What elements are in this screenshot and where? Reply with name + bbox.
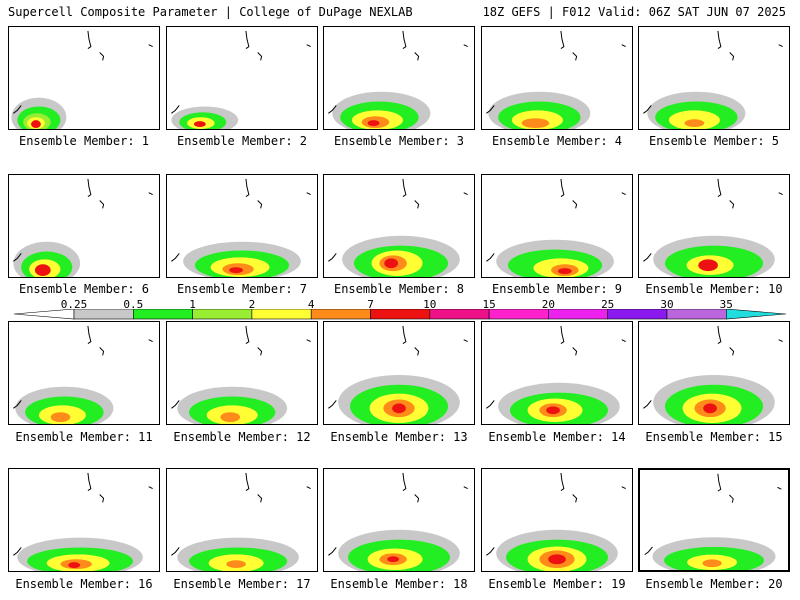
scp-map: [13, 178, 153, 277]
ensemble-member-label: Ensemble Member: 16: [15, 577, 153, 591]
ensemble-panel-7[interactable]: [166, 174, 318, 278]
ensemble-panel-2[interactable]: [166, 26, 318, 130]
ensemble-panel-17[interactable]: [166, 468, 318, 572]
scp-map: [13, 325, 153, 424]
ensemble-member-label: Ensemble Member: 10: [645, 282, 783, 296]
ensemble-member-label: Ensemble Member: 5: [648, 134, 780, 148]
ensemble-member-label: Ensemble Member: 17: [173, 577, 311, 591]
ensemble-panel-19[interactable]: [481, 468, 633, 572]
ensemble-member-label: Ensemble Member: 20: [645, 577, 783, 591]
colorbar-tick-label: 25: [601, 298, 615, 311]
scp-map: [171, 178, 311, 277]
colorbar-bin: [370, 309, 431, 320]
scp-map: [171, 325, 311, 424]
scp-map: [486, 178, 626, 277]
scp-map: [328, 472, 468, 571]
ensemble-member-label: Ensemble Member: 11: [15, 430, 153, 444]
ensemble-panel-20[interactable]: [638, 468, 790, 572]
colorbar-tick-label: 0.5: [123, 298, 144, 311]
ensemble-panel-6[interactable]: [8, 174, 160, 278]
ensemble-member-label: Ensemble Member: 13: [330, 430, 468, 444]
colorbar-tick-label: 10: [423, 298, 437, 311]
scp-map: [644, 473, 782, 570]
scp-map: [13, 472, 153, 571]
ensemble-panel-1[interactable]: [8, 26, 160, 130]
ensemble-panel-18[interactable]: [323, 468, 475, 572]
colorbar-bin: [192, 309, 253, 320]
ensemble-panel-8[interactable]: [323, 174, 475, 278]
colorbar-bin: [666, 309, 727, 320]
page-title: Supercell Composite Parameter | College …: [8, 5, 413, 19]
scp-map: [486, 472, 626, 571]
colorbar-bin: [429, 309, 490, 320]
colorbar-tick-label: 35: [719, 298, 733, 311]
colorbar: [13, 309, 787, 320]
colorbar-bin: [607, 309, 668, 320]
colorbar-tick-label: 2: [248, 298, 256, 311]
colorbar-arrow-right: [725, 309, 787, 320]
colorbar-tick-label: 15: [482, 298, 496, 311]
ensemble-panel-4[interactable]: [481, 26, 633, 130]
ensemble-member-label: Ensemble Member: 14: [488, 430, 626, 444]
ensemble-member-label: Ensemble Member: 12: [173, 430, 311, 444]
scp-map: [643, 178, 783, 277]
ensemble-member-label: Ensemble Member: 7: [176, 282, 308, 296]
scp-map: [486, 30, 626, 129]
colorbar-tick-label: 30: [660, 298, 674, 311]
ensemble-panel-10[interactable]: [638, 174, 790, 278]
ensemble-panel-14[interactable]: [481, 321, 633, 425]
ensemble-member-label: Ensemble Member: 19: [488, 577, 626, 591]
scp-map: [171, 472, 311, 571]
ensemble-panel-11[interactable]: [8, 321, 160, 425]
ensemble-member-label: Ensemble Member: 8: [333, 282, 465, 296]
scp-map: [328, 325, 468, 424]
ensemble-panel-3[interactable]: [323, 26, 475, 130]
ensemble-member-label: Ensemble Member: 3: [333, 134, 465, 148]
scp-map: [486, 325, 626, 424]
colorbar-tick-label: 1: [189, 298, 196, 311]
colorbar-bin: [548, 309, 609, 320]
colorbar-tick-label: 0.25: [60, 298, 88, 311]
scp-map: [643, 30, 783, 129]
colorbar-tick-label: 20: [541, 298, 556, 311]
ensemble-panel-5[interactable]: [638, 26, 790, 130]
ensemble-member-label: Ensemble Member: 2: [176, 134, 308, 148]
scp-map: [171, 30, 311, 129]
ensemble-member-label: Ensemble Member: 6: [18, 282, 150, 296]
ensemble-member-label: Ensemble Member: 18: [330, 577, 468, 591]
scp-map: [11, 30, 153, 129]
scp-map: [643, 325, 783, 424]
ensemble-member-label: Ensemble Member: 1: [18, 134, 150, 148]
scp-map: [328, 30, 468, 129]
run-info: 18Z GEFS | F012 Valid: 06Z SAT JUN 07 20…: [482, 5, 786, 19]
ensemble-member-label: Ensemble Member: 15: [645, 430, 783, 444]
ensemble-panel-13[interactable]: [323, 321, 475, 425]
ensemble-member-label: Ensemble Member: 4: [491, 134, 623, 148]
ensemble-panel-9[interactable]: [481, 174, 633, 278]
colorbar-tick-label: 4: [307, 298, 315, 311]
ensemble-panel-15[interactable]: [638, 321, 790, 425]
colorbar-bin: [251, 309, 312, 320]
colorbar-bin: [488, 309, 549, 320]
colorbar-tick-label: 7: [367, 298, 374, 311]
scp-map: [328, 178, 468, 277]
ensemble-member-label: Ensemble Member: 9: [491, 282, 623, 296]
ensemble-panel-12[interactable]: [166, 321, 318, 425]
colorbar-bin: [310, 309, 371, 320]
ensemble-panel-16[interactable]: [8, 468, 160, 572]
